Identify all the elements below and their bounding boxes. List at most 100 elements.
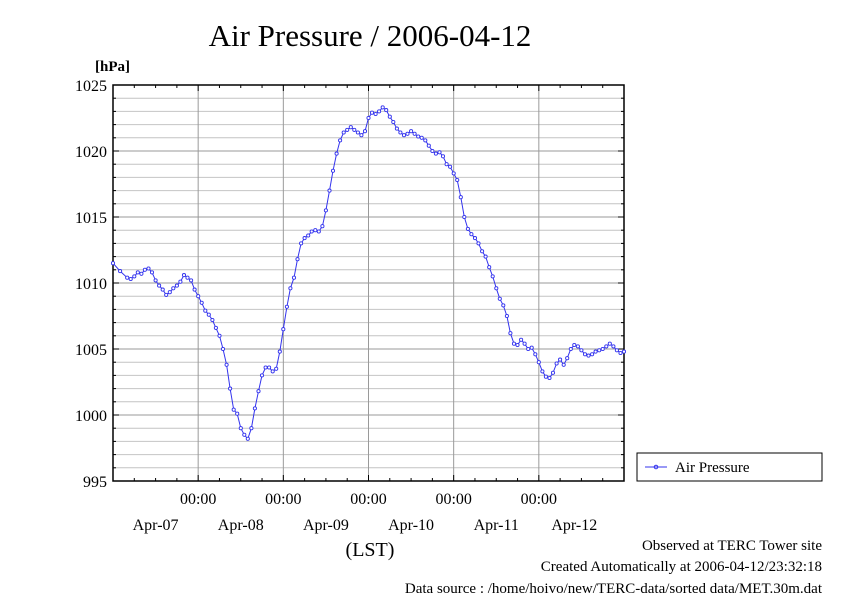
data-point xyxy=(430,148,435,154)
data-point xyxy=(621,349,627,354)
data-point xyxy=(362,129,368,134)
data-point xyxy=(252,406,257,411)
data-point xyxy=(504,313,509,319)
x-date-label: Apr-12 xyxy=(551,517,597,534)
data-point xyxy=(401,133,407,138)
data-point xyxy=(238,426,243,431)
x-time-label: 00:00 xyxy=(435,491,471,508)
data-point xyxy=(110,261,116,266)
data-point xyxy=(448,164,453,169)
data-point xyxy=(394,126,399,131)
data-point xyxy=(359,133,364,138)
legend-label: Air Pressure xyxy=(675,460,750,476)
data-point xyxy=(568,346,573,352)
data-point xyxy=(355,130,360,135)
x-date-label: Apr-08 xyxy=(218,517,264,534)
data-point xyxy=(586,353,591,358)
data-point xyxy=(189,278,194,283)
data-point xyxy=(451,171,456,176)
data-point xyxy=(590,352,595,357)
data-point xyxy=(614,348,619,353)
data-point xyxy=(508,331,513,336)
data-point xyxy=(476,241,481,246)
y-tick-label: 995 xyxy=(83,474,107,491)
data-point xyxy=(192,287,197,292)
chart-title: Air Pressure / 2006-04-12 xyxy=(209,18,532,53)
data-point xyxy=(302,236,307,241)
data-point xyxy=(547,375,552,381)
data-point xyxy=(284,304,289,309)
series-air-pressure xyxy=(110,105,627,441)
data-point xyxy=(487,265,492,270)
data-point xyxy=(540,369,545,374)
data-point xyxy=(384,108,389,113)
data-point xyxy=(607,341,612,346)
data-point xyxy=(515,342,520,348)
data-point xyxy=(199,300,204,305)
footer-line-2: Created Automatically at 2006-04-12/23:3… xyxy=(541,559,822,575)
data-point xyxy=(149,270,155,275)
x-time-label: 00:00 xyxy=(265,491,301,508)
data-point xyxy=(249,426,254,431)
data-point xyxy=(185,275,190,280)
y-tick-labels: 995 1000 1005 1010 1015 1020 1025 xyxy=(75,78,107,491)
data-point xyxy=(526,346,531,352)
data-point xyxy=(377,109,382,114)
data-point xyxy=(228,386,233,391)
data-point xyxy=(369,110,375,115)
data-point xyxy=(288,286,293,291)
data-point xyxy=(412,131,417,136)
data-point xyxy=(256,389,261,394)
data-point xyxy=(366,115,371,121)
data-point xyxy=(600,346,605,352)
data-point xyxy=(160,287,165,292)
data-point xyxy=(565,356,570,361)
data-point xyxy=(142,267,147,272)
data-point xyxy=(306,233,311,238)
data-point xyxy=(263,365,268,370)
data-point xyxy=(235,411,240,416)
data-point xyxy=(373,111,378,117)
data-point xyxy=(533,352,538,357)
data-point xyxy=(171,286,176,291)
data-point xyxy=(270,369,275,374)
data-point xyxy=(181,273,187,278)
data-point xyxy=(132,274,137,279)
x-time-label: 00:00 xyxy=(180,491,216,508)
data-point xyxy=(426,143,431,148)
data-point xyxy=(561,362,566,367)
data-point xyxy=(139,271,144,276)
data-point xyxy=(348,125,353,130)
legend: Air Pressure xyxy=(636,452,823,482)
data-point xyxy=(203,308,208,313)
data-point xyxy=(274,366,279,371)
data-point xyxy=(501,303,506,308)
data-point xyxy=(572,342,577,348)
data-point xyxy=(125,275,130,280)
data-point xyxy=(522,341,527,346)
x-axis-label: (LST) xyxy=(346,539,395,561)
data-point xyxy=(387,114,392,119)
data-point xyxy=(440,154,446,159)
data-point xyxy=(118,269,123,274)
data-point xyxy=(480,249,485,254)
x-time-label: 00:00 xyxy=(350,491,386,508)
data-point xyxy=(334,151,339,156)
data-point xyxy=(345,127,350,132)
data-point xyxy=(338,138,343,143)
data-point xyxy=(291,275,297,280)
y-tick-label: 1000 xyxy=(75,408,107,425)
data-point xyxy=(558,357,563,362)
data-point xyxy=(196,294,201,299)
data-point xyxy=(178,279,183,284)
data-point xyxy=(352,127,357,132)
data-point xyxy=(458,195,463,200)
data-point xyxy=(217,333,222,338)
data-point xyxy=(444,162,449,167)
x-date-label: Apr-11 xyxy=(474,517,519,534)
data-point xyxy=(575,344,580,349)
data-point xyxy=(593,349,598,354)
data-point xyxy=(529,345,534,350)
data-point xyxy=(231,407,236,412)
